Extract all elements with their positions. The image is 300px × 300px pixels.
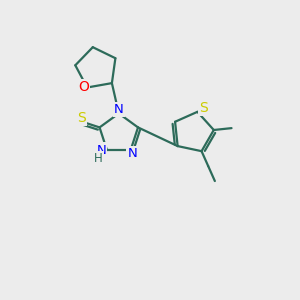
Text: N: N — [97, 143, 106, 157]
Text: H: H — [94, 152, 103, 165]
Text: S: S — [200, 101, 208, 115]
Text: O: O — [78, 80, 89, 94]
Text: N: N — [114, 103, 124, 116]
Text: S: S — [77, 111, 85, 125]
Text: N: N — [127, 147, 137, 160]
